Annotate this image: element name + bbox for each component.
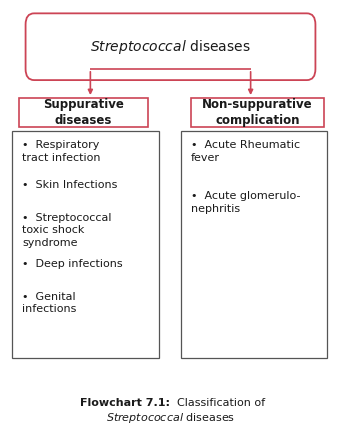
Text: Non-suppurative
complication: Non-suppurative complication [202,98,313,127]
Text: •  Deep infections: • Deep infections [22,259,123,269]
Text: $\it{Streptococcal}$ diseases: $\it{Streptococcal}$ diseases [106,411,235,425]
Text: •  Skin Infections: • Skin Infections [22,180,118,190]
Text: $\it{Streptococcal}$ diseases: $\it{Streptococcal}$ diseases [90,38,251,56]
FancyBboxPatch shape [181,131,327,358]
FancyBboxPatch shape [19,98,148,127]
FancyBboxPatch shape [191,98,324,127]
FancyBboxPatch shape [12,131,159,358]
Text: Flowchart 7.1:: Flowchart 7.1: [80,398,170,408]
Text: •  Acute glomerulo-
nephritis: • Acute glomerulo- nephritis [191,191,300,214]
Text: Suppurative
diseases: Suppurative diseases [43,98,124,127]
Text: •  Acute Rheumatic
fever: • Acute Rheumatic fever [191,140,300,162]
Text: •  Streptococcal
toxic shock
syndrome: • Streptococcal toxic shock syndrome [22,213,112,247]
Text: Classification of: Classification of [170,398,266,408]
FancyBboxPatch shape [26,13,315,80]
Text: •  Respiratory
tract infection: • Respiratory tract infection [22,140,101,162]
Text: •  Genital
infections: • Genital infections [22,292,76,314]
